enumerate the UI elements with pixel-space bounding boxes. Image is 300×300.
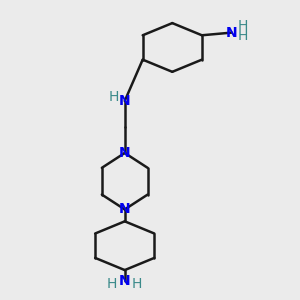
Text: N: N — [119, 146, 130, 160]
Text: N: N — [226, 26, 238, 40]
Text: N: N — [119, 274, 130, 288]
Text: N: N — [119, 202, 130, 216]
Text: N: N — [119, 94, 130, 108]
Text: H: H — [132, 277, 142, 291]
Text: H: H — [238, 29, 248, 43]
Text: H: H — [107, 277, 117, 291]
Text: H: H — [108, 90, 118, 104]
Text: H: H — [238, 19, 248, 33]
